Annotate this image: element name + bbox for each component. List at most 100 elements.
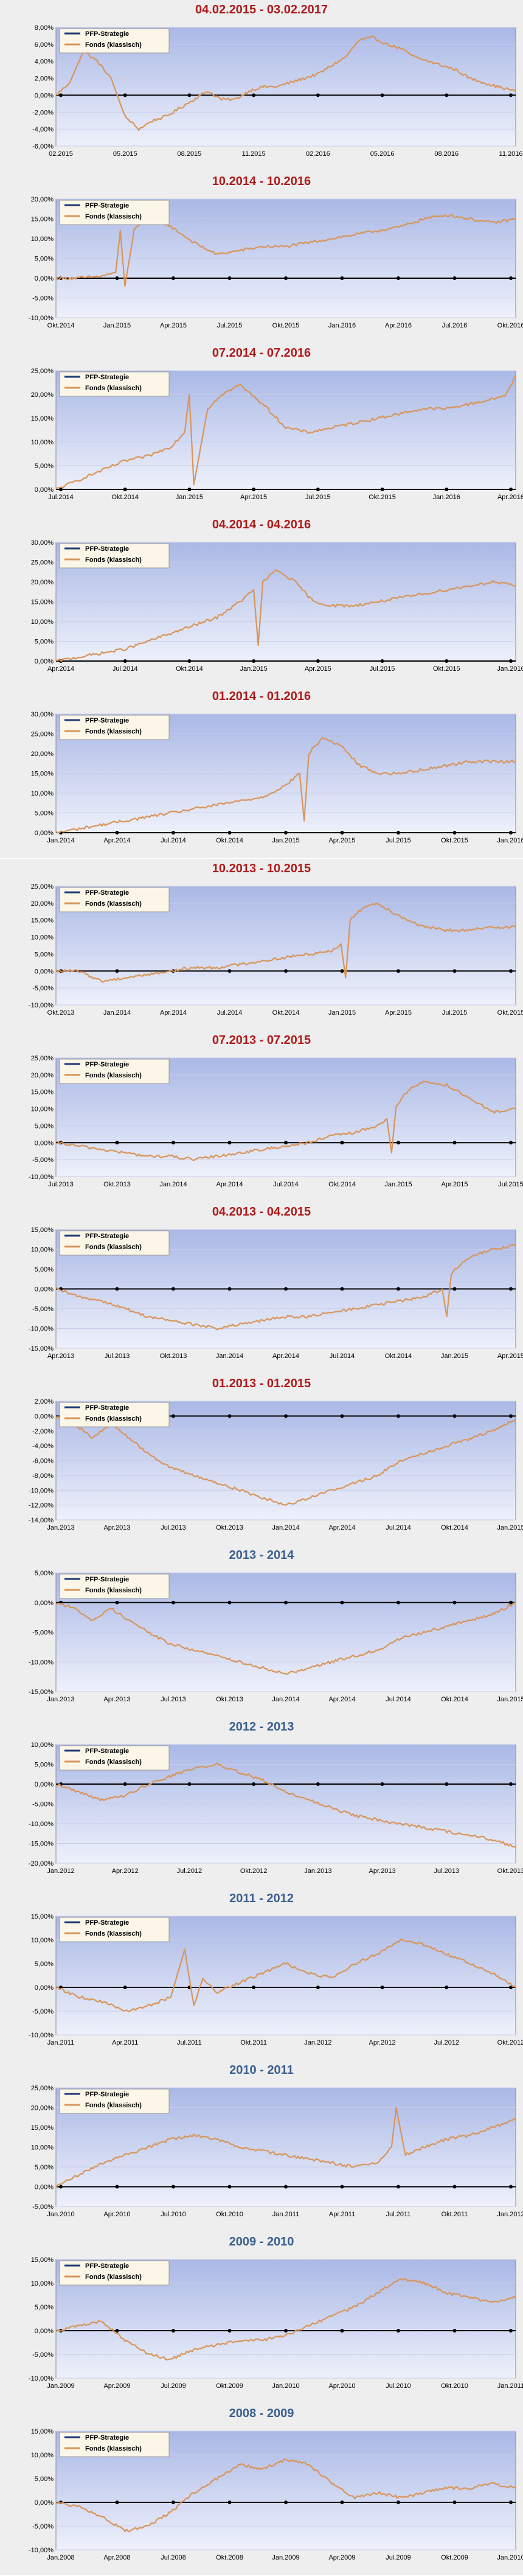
x-tick-marker	[452, 2329, 457, 2333]
chart-title: 04.2014 - 04.2016	[212, 518, 311, 531]
x-tick-label: Okt.2015	[272, 322, 300, 329]
x-tick-label: Jan.2010	[272, 2382, 299, 2390]
chart-panel: 2008 - 2009 15,00% 10,00% 5,00% 0,00% -5,00% -…	[0, 2404, 523, 2575]
y-tick-label: 30,00%	[31, 539, 54, 547]
x-tick-label: Jul.2014	[113, 665, 138, 673]
chart-panel: 01.2013 - 01.2015 2,00% 0,00% -2,00% -4,00% -…	[0, 1374, 523, 1545]
x-tick-marker	[452, 276, 457, 280]
x-tick-label: Jan.2011	[47, 2039, 74, 2046]
x-tick-label: Jul.2015	[370, 665, 395, 673]
y-tick-label: 0,00%	[35, 1600, 54, 1607]
x-tick-label: Jan.2014	[216, 1353, 243, 1360]
y-tick-label: 5,00%	[35, 1762, 54, 1769]
x-tick-label: Apr.2016	[497, 494, 523, 501]
x-tick-marker	[509, 2329, 513, 2333]
y-tick-label: 10,00%	[31, 439, 54, 446]
x-tick-marker	[397, 1287, 400, 1291]
y-tick-label: -5,00%	[32, 295, 54, 303]
x-tick-label: Apr.2015	[160, 322, 187, 329]
x-tick-label: Okt.2008	[216, 2554, 243, 2561]
y-tick-label: -6,00%	[32, 1458, 54, 1465]
legend-label: Fonds (klassisch)	[85, 385, 142, 392]
chart-title: 10.2013 - 10.2015	[212, 862, 311, 875]
line-chart: 15,00% 10,00% 5,00% 0,00% -5,00% -10,00% -15,0…	[29, 1227, 523, 1360]
x-tick-marker	[252, 93, 256, 97]
x-tick-marker	[380, 1782, 384, 1786]
chart-panel: 2012 - 2013 10,00% 5,00% 0,00% -5,00% -10,00%…	[0, 1717, 523, 1889]
y-tick-label: 5,00%	[35, 463, 54, 470]
x-tick-marker	[115, 1600, 119, 1605]
y-tick-label: 10,00%	[31, 1741, 54, 1749]
legend-label: PFP-Strategie	[85, 374, 129, 381]
x-tick-marker	[115, 831, 119, 835]
y-tick-label: 25,00%	[31, 731, 54, 738]
x-tick-label: Okt.2012	[497, 2039, 523, 2046]
y-tick-label: 10,00%	[31, 2280, 54, 2287]
x-tick-marker	[340, 276, 344, 280]
x-tick-marker	[115, 2329, 119, 2333]
line-chart: 30,00% 25,00% 20,00% 15,00% 10,00% 5,00% 0,00%…	[31, 539, 523, 673]
chart-title: 07.2014 - 07.2016	[212, 346, 311, 360]
y-tick-label: -10,00%	[29, 2375, 54, 2382]
x-tick-label: Jan.2013	[304, 1867, 331, 1875]
x-tick-label: Okt.2014	[328, 1181, 356, 1188]
legend-label: Fonds (klassisch)	[85, 556, 142, 564]
x-tick-marker	[227, 969, 232, 973]
line-chart: 8,00% 6,00% 4,00% 2,00% 0,00% -2,00% -4,00% -6,…	[32, 24, 522, 158]
x-tick-marker	[284, 969, 288, 973]
x-tick-marker	[316, 93, 320, 97]
legend-label: Fonds (klassisch)	[85, 1415, 142, 1423]
x-tick-label: Okt.2015	[497, 1009, 523, 1017]
y-tick-label: 15,00%	[31, 1913, 54, 1920]
x-tick-label: Jul.2010	[386, 2382, 411, 2390]
legend-label: Fonds (klassisch)	[85, 1587, 142, 1594]
x-tick-marker	[397, 1141, 400, 1145]
legend-label: PFP-Strategie	[85, 717, 129, 724]
x-tick-marker	[340, 969, 344, 973]
x-tick-marker	[340, 1600, 344, 1605]
x-tick-label: Apr.2015	[441, 1181, 468, 1188]
chart-title: 10.2014 - 10.2016	[212, 175, 311, 188]
legend-label: PFP-Strategie	[85, 1061, 129, 1068]
chart-panel: 04.2013 - 04.2015 15,00% 10,00% 5,00% 0,00% -…	[0, 1202, 523, 1374]
legend-label: Fonds (klassisch)	[85, 1759, 142, 1766]
chart-panel: 10.2013 - 10.2015 25,00% 20,00% 15,00% 10,00…	[0, 859, 523, 1031]
x-tick-marker	[59, 2185, 63, 2189]
x-tick-label: Jan.2012	[47, 1867, 74, 1875]
x-tick-label: Apr.2013	[369, 1867, 396, 1875]
y-tick-label: 6,00%	[35, 41, 54, 49]
x-tick-marker	[123, 93, 127, 97]
x-tick-marker	[340, 2185, 344, 2189]
chart-title: 2013 - 2014	[229, 1549, 294, 1562]
x-tick-marker	[509, 2185, 513, 2189]
x-tick-label: Apr.2013	[47, 1353, 74, 1360]
y-tick-label: 15,00%	[31, 2256, 54, 2264]
y-tick-label: 25,00%	[31, 368, 54, 375]
x-tick-label: Jan.2016	[497, 665, 523, 673]
x-tick-label: Okt.2014	[385, 1353, 412, 1360]
x-tick-label: Okt.2011	[442, 2211, 468, 2218]
y-tick-label: 5,00%	[35, 1570, 54, 1577]
y-tick-label: 10,00%	[31, 1247, 54, 1254]
x-tick-marker	[509, 831, 513, 835]
x-tick-marker	[284, 1414, 288, 1418]
x-tick-marker	[509, 1782, 513, 1786]
x-tick-label: Jul.2016	[442, 322, 468, 329]
x-tick-marker	[227, 1141, 232, 1145]
x-tick-label: Apr.2010	[103, 2211, 130, 2218]
x-tick-marker	[252, 1782, 256, 1786]
y-tick-label: 0,00%	[35, 1413, 54, 1420]
x-tick-marker	[316, 659, 320, 663]
y-tick-label: 20,00%	[31, 391, 54, 399]
x-tick-marker	[123, 1986, 127, 1989]
y-tick-label: 5,00%	[35, 2476, 54, 2483]
y-tick-label: 0,00%	[35, 275, 54, 282]
legend-label: PFP-Strategie	[85, 1233, 129, 1240]
x-tick-label: Apr.2009	[328, 2554, 355, 2561]
y-tick-label: 0,00%	[35, 486, 54, 494]
y-tick-label: 0,00%	[35, 1781, 54, 1788]
x-tick-label: Okt.2014	[47, 322, 75, 329]
y-tick-label: -12,00%	[29, 1502, 54, 1510]
x-tick-marker	[284, 1141, 288, 1145]
